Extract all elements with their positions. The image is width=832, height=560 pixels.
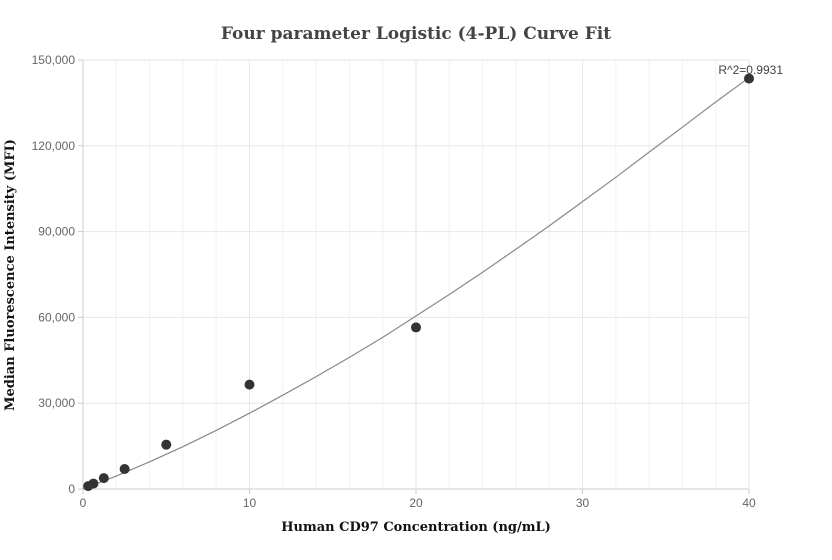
fit-curve [82,77,750,490]
data-point [98,473,109,484]
x-tick-label: 0 [80,496,87,510]
y-axis-label: Median Fluorescence Intensity (MFI) [3,139,18,411]
x-tick-label: 10 [243,496,257,510]
y-tick-label: 60,000 [38,310,75,324]
x-tick-label: 40 [742,496,756,510]
data-point [411,322,421,333]
data-point [244,379,255,390]
y-tick-label: 120,000 [32,139,76,153]
y-tick-label: 90,000 [38,225,75,239]
y-tick-label: 30,000 [38,396,75,410]
grid-minor [115,60,717,489]
data-point [744,73,754,84]
x-tick-label: 30 [576,496,590,510]
data-point [161,439,172,450]
data-points [83,73,754,492]
x-tick-labels: 0 10 20 30 40 [80,496,756,510]
y-tick-label: 0 [68,482,75,496]
chart-title: Four parameter Logistic (4-PL) Curve Fit [221,24,611,44]
fit-curve-group [82,77,750,490]
y-tick-labels: 0 30,000 60,000 90,000 120,000 150,000 [32,53,76,496]
r-squared-annotation: R^2=0.9931 [718,63,783,77]
axes [78,59,750,494]
y-tick-label: 150,000 [32,53,76,67]
data-point [88,478,99,489]
x-tick-label: 20 [409,496,423,510]
x-axis-label: Human CD97 Concentration (ng/mL) [281,520,551,535]
data-point [119,463,130,474]
